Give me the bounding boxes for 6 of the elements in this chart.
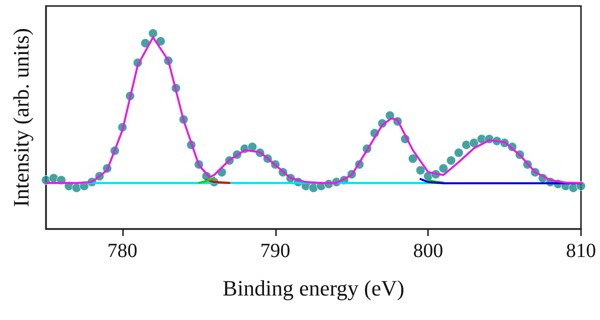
x-tick-label: 810 [566, 240, 596, 262]
x-tick-label: 800 [413, 240, 444, 262]
x-tick-label: 790 [260, 240, 290, 262]
x-tick-label: 780 [107, 240, 138, 262]
x-axis-title: Binding energy (eV) [222, 276, 404, 300]
y-axis-title: Intensity (arb. units) [8, 28, 34, 208]
